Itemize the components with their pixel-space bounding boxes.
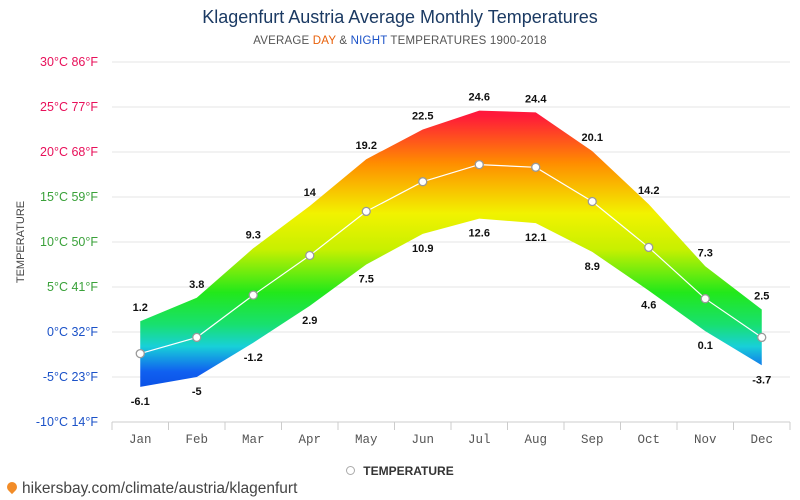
night-value-label: 7.5 <box>359 274 374 286</box>
night-value-label: -6.1 <box>131 396 150 408</box>
average-point[interactable] <box>757 332 767 343</box>
night-value-label: -5 <box>192 386 202 398</box>
legend-label: TEMPERATURE <box>363 464 454 478</box>
day-value-label: 22.5 <box>412 111 433 123</box>
day-value-label: 14.2 <box>638 185 659 197</box>
average-point[interactable] <box>644 242 654 253</box>
subtitle-day: DAY <box>312 35 336 47</box>
y-tick-label: 30°C 86°F <box>40 55 98 69</box>
average-line <box>135 159 767 359</box>
day-value-label: 7.3 <box>698 247 713 259</box>
y-tick-label: 15°C 59°F <box>40 190 98 204</box>
x-tick-label: May <box>355 433 378 447</box>
night-value-label: -3.7 <box>752 374 771 386</box>
x-tick-label: Jul <box>468 433 491 447</box>
night-value-label: 0.1 <box>698 340 713 352</box>
day-value-label: 9.3 <box>246 229 261 241</box>
x-tick-label: Dec <box>750 433 773 447</box>
average-point[interactable] <box>305 250 315 261</box>
night-value-label: 4.6 <box>641 300 656 312</box>
night-value-label: 12.1 <box>525 232 546 244</box>
footer-url[interactable]: hikersbay.com/climate/austria/klagenfurt <box>22 480 298 497</box>
y-tick-label: 0°C 32°F <box>47 325 98 339</box>
average-point[interactable] <box>361 206 371 217</box>
average-point[interactable] <box>531 162 541 172</box>
day-value-label: 20.1 <box>582 132 603 144</box>
subtitle-night: NIGHT <box>350 35 388 47</box>
footer-link[interactable]: hikersbay.com/climate/austria/klagenfurt <box>4 479 298 498</box>
x-tick-label: Oct <box>637 433 660 447</box>
subtitle-suffix: TEMPERATURES 1900-2018 <box>387 35 547 47</box>
x-tick-label: Nov <box>694 433 717 447</box>
day-value-label: 24.6 <box>469 92 490 104</box>
data-labels: 1.2 3.8 9.3 14 19.2 22.5 24.6 24.4 20.1 14.2 7.3 2.… <box>131 92 771 408</box>
y-axis: 30°C 86°F 25°C 77°F 20°C 68°F 15°C 59°F 10°C… <box>36 55 98 429</box>
grid-lines <box>112 61 790 423</box>
location-pin-icon <box>4 479 20 495</box>
chart-title: Klagenfurt Austria Average Monthly Tempe… <box>202 7 598 27</box>
x-tick-label: Jan <box>129 433 152 447</box>
day-value-label: 14 <box>304 187 317 199</box>
x-tick-label: Apr <box>298 433 321 447</box>
day-night-band <box>140 110 762 387</box>
y-tick-label: 25°C 77°F <box>40 100 98 114</box>
x-tick-label: Jun <box>411 433 434 447</box>
x-tick-label: Feb <box>185 433 208 447</box>
average-point[interactable] <box>248 290 258 300</box>
day-value-label: 3.8 <box>189 279 204 291</box>
average-point[interactable] <box>135 348 145 359</box>
average-point[interactable] <box>474 159 484 170</box>
night-value-label: -1.2 <box>244 352 263 364</box>
subtitle-amp: & <box>335 35 351 47</box>
average-point[interactable] <box>587 196 597 207</box>
y-tick-label: 20°C 68°F <box>40 145 98 159</box>
average-point[interactable] <box>418 177 428 187</box>
x-tick-label: Aug <box>524 433 547 447</box>
night-value-label: 10.9 <box>412 243 433 255</box>
average-point[interactable] <box>192 332 202 343</box>
x-tick-label: Mar <box>242 433 265 447</box>
night-value-label: 2.9 <box>302 315 317 327</box>
chart-subtitle: AVERAGE DAY & NIGHT TEMPERATURES 1900-20… <box>0 35 800 47</box>
day-value-label: 19.2 <box>356 140 377 152</box>
day-value-label: 2.5 <box>754 291 769 303</box>
legend: TEMPERATURE <box>0 464 800 478</box>
average-temperature-line <box>140 163 763 355</box>
subtitle-prefix: AVERAGE <box>253 35 313 47</box>
y-axis-label: TEMPERATURE <box>15 201 27 283</box>
y-tick-label: 5°C 41°F <box>47 280 98 294</box>
y-tick-label: -10°C 14°F <box>36 415 98 429</box>
y-tick-label: -5°C 23°F <box>43 370 99 384</box>
x-axis: Jan Feb Mar Apr May Jun Jul Aug Sep Oct Nov Dec <box>111 421 791 447</box>
day-value-label: 1.2 <box>133 302 148 314</box>
night-value-label: 12.6 <box>469 228 490 240</box>
y-tick-label: 10°C 50°F <box>40 235 98 249</box>
legend-circle-icon <box>346 466 356 476</box>
day-value-label: 24.4 <box>525 93 547 105</box>
average-point[interactable] <box>700 294 710 304</box>
x-tick-label: Sep <box>581 433 604 447</box>
temperature-band <box>140 110 762 387</box>
night-value-label: 8.9 <box>585 261 600 273</box>
